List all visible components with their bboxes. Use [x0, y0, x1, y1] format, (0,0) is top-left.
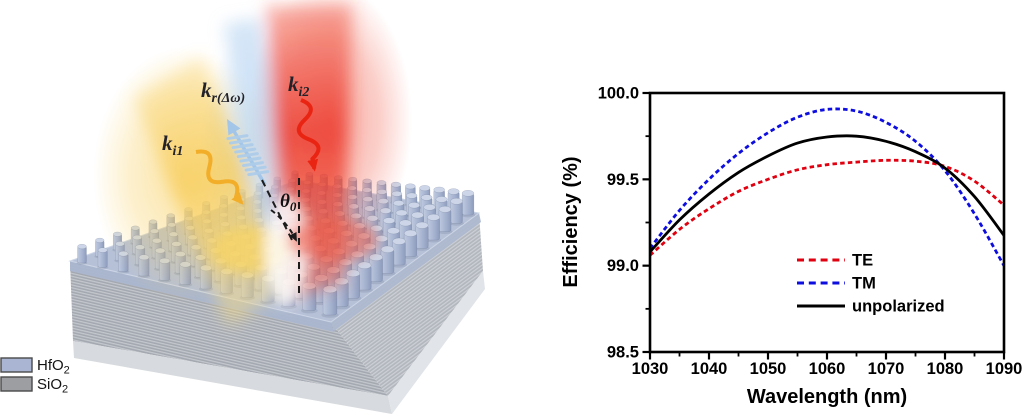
legend-label-tm: TM: [852, 275, 876, 293]
legend-label-unpolarized: unpolarized: [852, 298, 945, 316]
coil-stroke: [239, 156, 262, 163]
pillar: [391, 237, 407, 268]
y-tick-label: 100.0: [598, 85, 639, 103]
pillar: [76, 243, 88, 265]
slab-right-hfo2-band: [331, 213, 481, 331]
coil-stroke: [231, 143, 254, 150]
label-k-i1: ki1: [162, 131, 183, 159]
slab-base-front: [73, 341, 392, 414]
efficiency-chart: 1030 1040 1050 1060 1070 1080 1090 98.5 99.0 99.5…: [560, 85, 1023, 409]
y-tick-label: 98.5: [607, 344, 639, 362]
pillar: [321, 285, 339, 318]
y-axis-title: Efficiency (%): [560, 156, 582, 287]
x-tick-label: 1030: [632, 360, 669, 378]
pillar: [414, 221, 430, 251]
red-wave-arrow: [296, 98, 321, 172]
slab-base-right: [388, 271, 485, 414]
hfo2-swatch: [0, 357, 33, 373]
coil-stroke: [247, 170, 270, 177]
red-impact-glow: [288, 218, 378, 262]
y-tick-label: 99.0: [607, 257, 639, 275]
slab-right-face: [331, 213, 483, 396]
pillar: [344, 269, 362, 302]
label-k-r-delta-omega: kr(Δω): [201, 78, 245, 106]
curve-unpolarized: [648, 134, 1006, 253]
chart-legend: TE TM unpolarized: [797, 252, 945, 316]
curve-tm: [648, 107, 1006, 267]
slab-front-face: [70, 261, 388, 396]
pillar: [96, 247, 109, 270]
pillar: [437, 205, 453, 235]
coil-stroke: [244, 165, 267, 172]
pillar: [460, 189, 476, 218]
legend-label-te: TE: [852, 252, 873, 270]
x-tick-label: 1080: [927, 360, 964, 378]
data-curves: [648, 107, 1006, 267]
wave-packet-coil: [226, 134, 270, 177]
x-tick-label: 1060: [809, 360, 846, 378]
yellow-wave-arrow: [195, 149, 244, 205]
coil-stroke: [226, 134, 249, 141]
coil-stroke: [236, 152, 259, 159]
x-tick-label: 1050: [750, 360, 787, 378]
coil-stroke: [242, 161, 265, 168]
axis-ticks: 1030 1040 1050 1060 1070 1080 1090 98.5 99.0 99.5…: [598, 85, 1023, 379]
material-legend: HfO2 SiO2: [0, 357, 70, 396]
sio2-swatch: [0, 376, 33, 392]
curve-te: [649, 158, 1005, 257]
x-tick-label: 1090: [986, 360, 1023, 378]
x-axis-title: Wavelength (nm): [747, 386, 907, 408]
label-theta0: θ0: [280, 191, 297, 214]
metasurface-illustration: ki1 kr(Δω) ki2 θ0 HfO2 SiO2: [0, 0, 485, 414]
y-tick-label: 99.5: [607, 171, 639, 189]
hfo2-label: HfO2: [37, 357, 70, 377]
x-tick-label: 1070: [868, 360, 905, 378]
pillar: [449, 197, 464, 226]
angle-construction: [261, 178, 300, 298]
plot-frame: [648, 91, 1006, 354]
coil-stroke: [234, 147, 257, 154]
pillar: [367, 253, 385, 285]
pillar: [425, 213, 442, 243]
angle-arc: [270, 209, 297, 242]
coil-stroke: [229, 138, 252, 145]
x-tick-label: 1040: [691, 360, 728, 378]
sio2-label: SiO2: [37, 376, 68, 396]
wave-symbols: [195, 98, 321, 205]
pillar: [402, 229, 419, 260]
label-k-i2: ki2: [288, 72, 309, 100]
